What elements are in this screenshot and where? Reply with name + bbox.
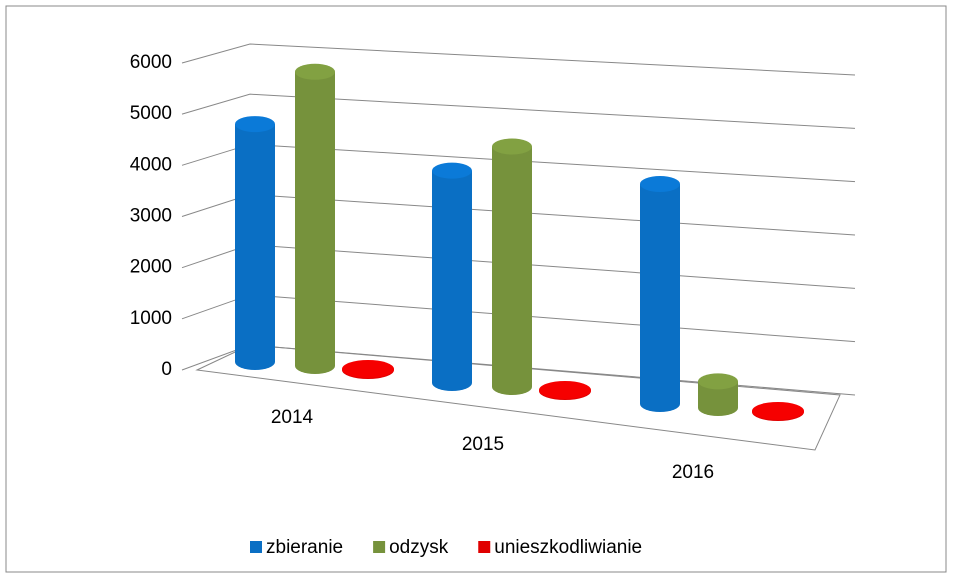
cylinder-body xyxy=(698,381,738,416)
legend-swatch xyxy=(478,541,491,553)
y-tick-label: 3000 xyxy=(130,206,172,227)
cylinder xyxy=(640,175,680,412)
legend-label: odzysk xyxy=(389,537,449,558)
floor xyxy=(195,344,841,451)
y-tick-label: 0 xyxy=(161,359,172,380)
legend-label: unieszkodliwianie xyxy=(494,537,642,558)
y-tick-label: 5000 xyxy=(130,103,172,124)
cylinder-top xyxy=(235,116,275,133)
cylinder-top xyxy=(752,401,804,420)
cylinder xyxy=(492,138,532,395)
cylinder-top xyxy=(698,373,738,390)
y-tick-label: 2000 xyxy=(130,257,172,278)
x-tick-label: 2014 xyxy=(271,407,314,428)
x-tick-label: 2015 xyxy=(462,434,504,455)
x-tick-label: 2016 xyxy=(672,462,714,483)
cylinder-body xyxy=(492,146,532,395)
cylinder-body xyxy=(295,71,335,375)
chart-border xyxy=(5,5,947,573)
cylinder xyxy=(539,380,591,400)
cylinder xyxy=(432,162,472,391)
legend-swatch xyxy=(250,541,262,553)
cylinder-top xyxy=(640,175,680,192)
cylinder xyxy=(752,401,804,421)
y-tick-label: 1000 xyxy=(130,308,172,329)
y-tick-label: 6000 xyxy=(130,52,172,73)
cylinder-body xyxy=(235,124,275,370)
legend-label: zbieranie xyxy=(266,537,343,558)
grid-line xyxy=(181,43,856,76)
grid-line xyxy=(181,93,856,129)
cylinder-top xyxy=(432,162,472,179)
cylinder-top xyxy=(342,359,394,378)
cylinder xyxy=(342,359,394,379)
cylinder-top xyxy=(539,380,591,399)
cylinder xyxy=(698,373,738,416)
cylinder-body xyxy=(432,170,472,391)
cylinder-top xyxy=(492,138,532,155)
legend-swatch xyxy=(373,541,386,553)
cylinder-top xyxy=(295,63,335,80)
cylinder xyxy=(235,116,275,370)
y-tick-label: 4000 xyxy=(130,154,172,175)
cylinder xyxy=(295,63,335,375)
cylinder-body xyxy=(640,183,680,412)
